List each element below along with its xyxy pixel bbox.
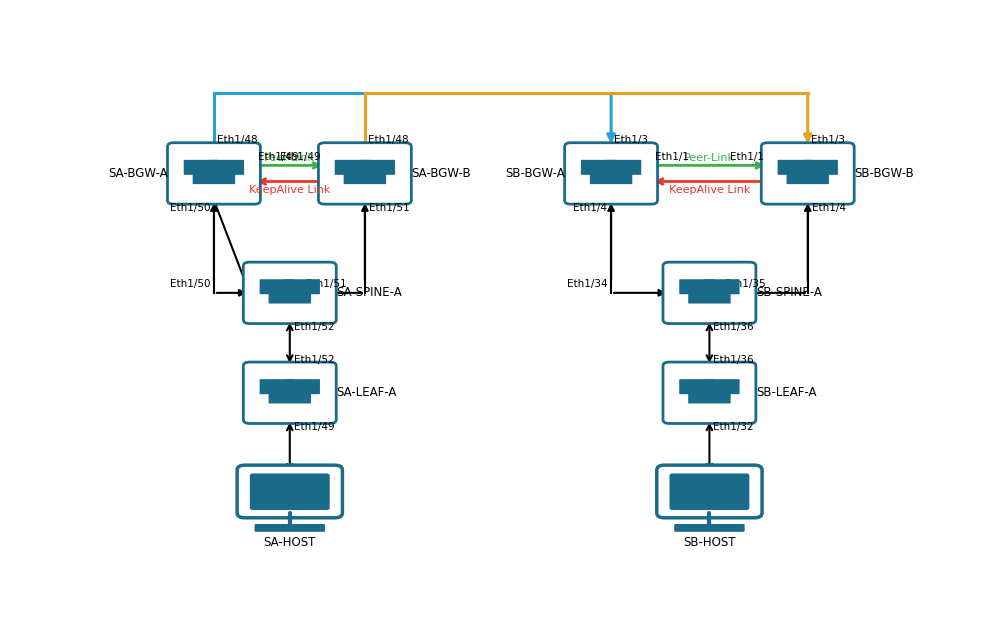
FancyBboxPatch shape (244, 362, 337, 423)
FancyBboxPatch shape (184, 160, 219, 175)
FancyBboxPatch shape (688, 291, 730, 304)
Text: Eth1/51: Eth1/51 (306, 279, 347, 289)
FancyBboxPatch shape (260, 279, 295, 294)
FancyBboxPatch shape (704, 279, 739, 294)
Text: Eth1/4: Eth1/4 (811, 203, 845, 213)
FancyBboxPatch shape (285, 379, 320, 394)
Text: Eth1/49: Eth1/49 (294, 422, 335, 432)
FancyBboxPatch shape (663, 362, 756, 423)
Text: SB-BGW-B: SB-BGW-B (854, 167, 914, 180)
Text: Eth1/3: Eth1/3 (614, 135, 648, 145)
FancyBboxPatch shape (344, 172, 386, 184)
FancyBboxPatch shape (786, 172, 829, 184)
FancyBboxPatch shape (193, 172, 235, 184)
FancyBboxPatch shape (589, 172, 632, 184)
Text: Eth1/3: Eth1/3 (811, 135, 845, 145)
Text: Eth1/1: Eth1/1 (729, 153, 763, 163)
Text: KeepAlive Link: KeepAlive Link (668, 185, 750, 195)
FancyBboxPatch shape (260, 379, 295, 394)
FancyBboxPatch shape (250, 473, 330, 510)
FancyBboxPatch shape (663, 262, 756, 323)
FancyBboxPatch shape (255, 524, 325, 532)
Text: Peer-Link: Peer-Link (264, 153, 315, 163)
Text: Eth1/51: Eth1/51 (369, 203, 410, 213)
FancyBboxPatch shape (269, 291, 311, 304)
FancyBboxPatch shape (606, 160, 641, 175)
Text: Peer-Link: Peer-Link (684, 153, 735, 163)
FancyBboxPatch shape (237, 465, 343, 518)
FancyBboxPatch shape (777, 160, 812, 175)
FancyBboxPatch shape (285, 279, 320, 294)
Text: SA-LEAF-A: SA-LEAF-A (337, 386, 397, 399)
Text: SB-LEAF-A: SB-LEAF-A (756, 386, 816, 399)
Text: Eth1/52: Eth1/52 (294, 354, 335, 365)
Text: SB-HOST: SB-HOST (683, 536, 735, 549)
Text: SA-SPINE-A: SA-SPINE-A (337, 286, 402, 299)
Text: Eth1/1: Eth1/1 (655, 153, 689, 163)
FancyBboxPatch shape (803, 160, 838, 175)
FancyBboxPatch shape (688, 391, 730, 403)
FancyBboxPatch shape (244, 262, 337, 323)
Text: SB-BGW-A: SB-BGW-A (504, 167, 564, 180)
FancyBboxPatch shape (269, 391, 311, 403)
Text: Eth1/48: Eth1/48 (217, 135, 258, 145)
FancyBboxPatch shape (209, 160, 244, 175)
Text: Eth1/49: Eth1/49 (258, 153, 299, 163)
FancyBboxPatch shape (679, 379, 714, 394)
FancyBboxPatch shape (669, 473, 749, 510)
FancyBboxPatch shape (335, 160, 370, 175)
FancyBboxPatch shape (656, 465, 762, 518)
FancyBboxPatch shape (761, 142, 854, 204)
FancyBboxPatch shape (564, 142, 657, 204)
FancyBboxPatch shape (674, 524, 744, 532)
Text: SA-BGW-B: SA-BGW-B (412, 167, 471, 180)
Text: Eth1/50: Eth1/50 (170, 203, 210, 213)
FancyBboxPatch shape (704, 379, 739, 394)
FancyBboxPatch shape (580, 160, 616, 175)
Text: Eth1/34: Eth1/34 (566, 279, 607, 289)
Text: Eth1/52: Eth1/52 (294, 322, 335, 332)
Text: Eth1/4: Eth1/4 (573, 203, 607, 213)
Text: Eth1/50: Eth1/50 (170, 279, 210, 289)
FancyBboxPatch shape (679, 279, 714, 294)
Text: Eth1/36: Eth1/36 (713, 322, 754, 332)
Text: KeepAlive Link: KeepAlive Link (249, 185, 330, 195)
FancyBboxPatch shape (168, 142, 261, 204)
Text: Eth1/48: Eth1/48 (368, 135, 409, 145)
FancyBboxPatch shape (319, 142, 412, 204)
FancyBboxPatch shape (360, 160, 395, 175)
Text: Eth1/49: Eth1/49 (280, 153, 321, 163)
Text: SA-HOST: SA-HOST (264, 536, 316, 549)
Text: SB-SPINE-A: SB-SPINE-A (756, 286, 822, 299)
Text: Eth1/35: Eth1/35 (725, 279, 766, 289)
Text: SA-BGW-A: SA-BGW-A (108, 167, 168, 180)
Text: Eth1/36: Eth1/36 (713, 354, 754, 365)
Text: Eth1/32: Eth1/32 (713, 422, 754, 432)
